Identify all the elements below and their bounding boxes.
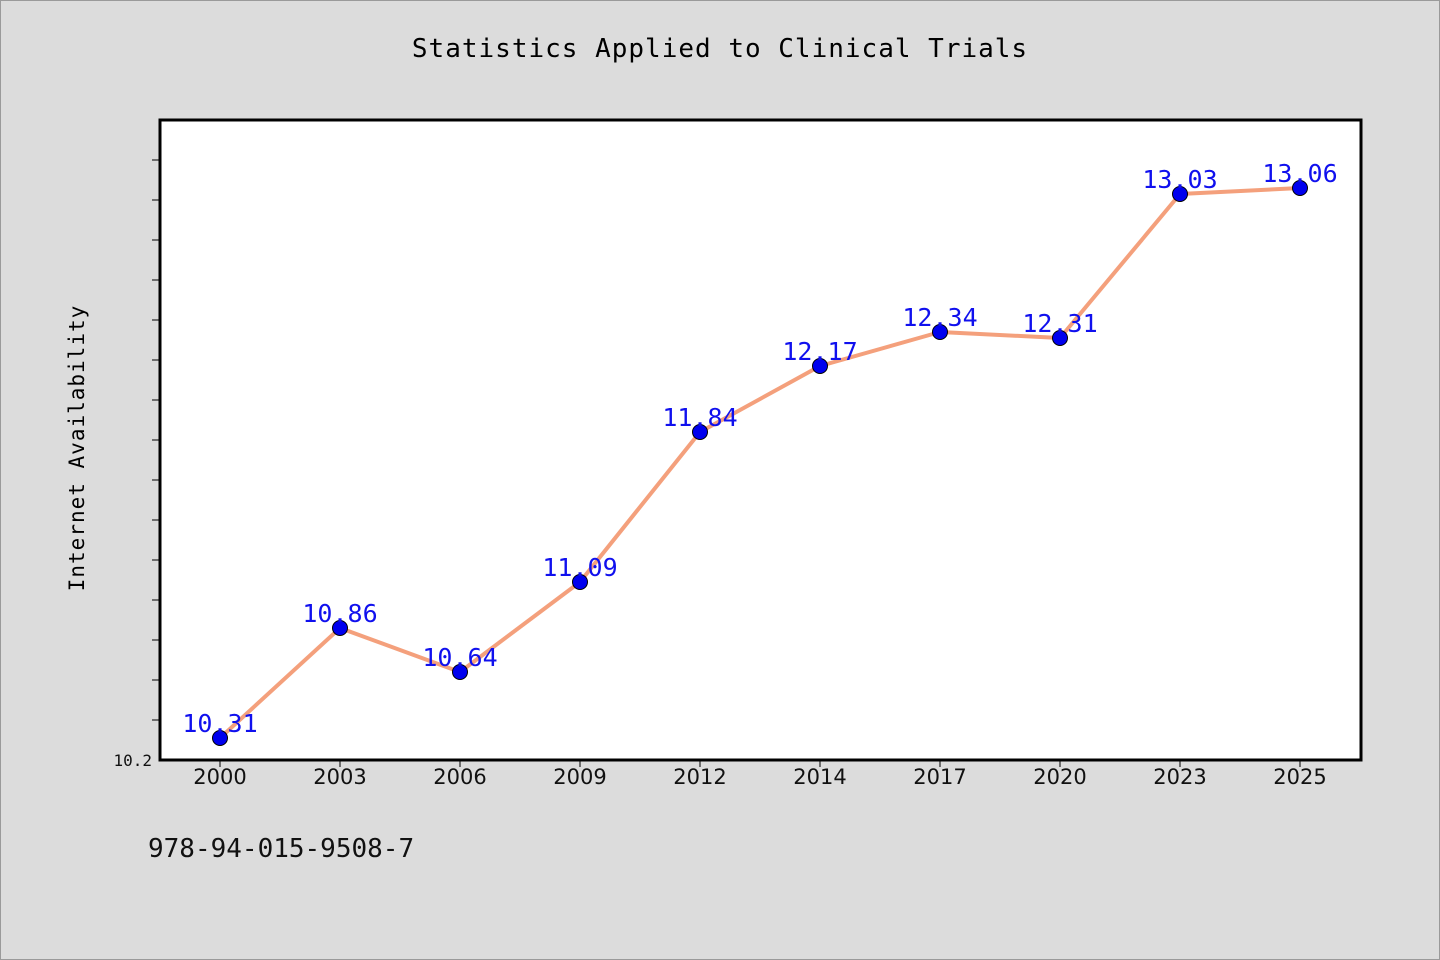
- isbn-footnote: 978-94-015-9508-7: [148, 834, 415, 864]
- data-label: 12.31: [1022, 309, 1097, 338]
- data-label: 10.86: [302, 599, 377, 628]
- x-tick-label: 2017: [913, 765, 966, 789]
- data-label: 13.03: [1142, 165, 1217, 194]
- x-tick-label: 2009: [553, 765, 606, 789]
- chart-title: Statistics Applied to Clinical Trials: [411, 34, 1029, 64]
- data-point: [452, 664, 468, 680]
- data-label: 13.06: [1262, 159, 1337, 188]
- data-point: [692, 424, 708, 440]
- data-point: [1052, 330, 1068, 346]
- data-point: [332, 620, 348, 636]
- y-tick-labels: 10.2: [113, 751, 152, 770]
- data-label: 10.31: [182, 709, 257, 738]
- data-point: [1292, 180, 1308, 196]
- x-tick-labels: 2000 2003 2006 2009 2012 2014 2017 2020 2023 2025: [193, 765, 1326, 789]
- x-tick-label: 2025: [1273, 765, 1326, 789]
- x-tick-label: 2003: [313, 765, 366, 789]
- data-label: 12.34: [902, 303, 977, 332]
- x-tick-label: 2020: [1033, 765, 1086, 789]
- data-label: 11.84: [662, 403, 737, 432]
- data-label: 12.17: [782, 337, 857, 366]
- data-labels: 10.31 10.86 10.64 11.09 11.84 12.17 12.34 12.31…: [182, 159, 1337, 738]
- x-tick-label: 2012: [673, 765, 726, 789]
- data-point: [572, 574, 588, 590]
- x-tick-label: 2006: [433, 765, 486, 789]
- x-tick-label: 2014: [793, 765, 846, 789]
- axis-ticks: [152, 159, 1301, 767]
- data-point: [1172, 186, 1188, 202]
- y-tick-label: 10.2: [113, 751, 152, 770]
- data-point: [812, 358, 828, 374]
- series-lines: [218, 186, 1302, 740]
- data-points: [212, 180, 1308, 746]
- x-tick-label: 2000: [193, 765, 246, 789]
- data-point: [212, 730, 228, 746]
- x-tick-label: 2023: [1153, 765, 1206, 789]
- data-label: 11.09: [542, 553, 617, 582]
- data-label: 10.64: [422, 643, 497, 672]
- series-line: [218, 186, 1302, 740]
- plot-area: [158, 118, 1363, 762]
- data-point: [932, 324, 948, 340]
